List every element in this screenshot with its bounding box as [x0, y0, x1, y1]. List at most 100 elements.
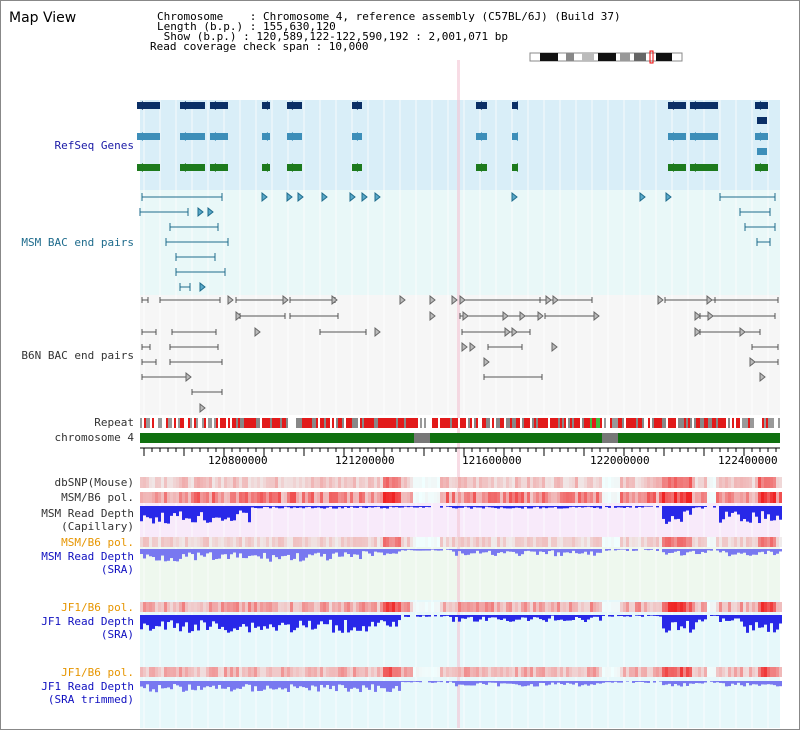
- heat-cell: [758, 537, 761, 547]
- heat-cell: [308, 537, 311, 547]
- heat-cell: [650, 602, 653, 612]
- heat-cell: [608, 492, 611, 503]
- depth-bar: [284, 506, 287, 507]
- depth-bar: [251, 615, 254, 623]
- depth-bar: [716, 549, 719, 551]
- depth-bar: [587, 615, 590, 620]
- depth-bar: [407, 681, 410, 683]
- heat-cell: [632, 477, 635, 488]
- heat-cell: [458, 537, 461, 547]
- heat-cell: [245, 477, 248, 488]
- depth-bar: [359, 681, 362, 693]
- depth-bar: [746, 681, 749, 684]
- repeat-segment: [632, 418, 634, 428]
- heat-cell: [560, 537, 563, 547]
- depth-bar: [140, 681, 143, 687]
- depth-bar: [614, 681, 617, 682]
- heat-cell: [455, 492, 458, 503]
- heat-cell: [323, 492, 326, 503]
- heat-cell: [749, 602, 752, 612]
- depth-bar: [368, 506, 371, 508]
- heat-cell: [743, 602, 746, 612]
- depth-bar: [143, 681, 146, 689]
- depth-bar: [530, 615, 533, 620]
- heat-cell: [776, 537, 779, 547]
- depth-bar: [266, 681, 269, 686]
- depth-bar: [440, 681, 443, 683]
- repeat-segment: [682, 418, 684, 428]
- heat-cell: [713, 667, 716, 677]
- jf1-read-depth-sra-label-1: JF1 Read Depth: [41, 615, 134, 628]
- heat-cell: [638, 602, 641, 612]
- depth-bar: [638, 681, 641, 682]
- heat-cell: [281, 667, 284, 677]
- heat-cell: [449, 602, 452, 612]
- depth-bar: [404, 506, 407, 507]
- depth-bar: [164, 549, 167, 562]
- heat-cell: [554, 492, 557, 503]
- heat-cell: [458, 667, 461, 677]
- depth-bar: [323, 549, 326, 554]
- repeat-segment: [716, 418, 718, 428]
- heat-cell: [290, 667, 293, 677]
- heat-cell: [665, 492, 668, 503]
- depth-bar: [701, 506, 704, 509]
- repeat-segment: [578, 418, 580, 428]
- heat-cell: [443, 667, 446, 677]
- heat-cell: [581, 667, 584, 677]
- repeat-segment: [302, 418, 304, 428]
- depth-bar: [734, 506, 737, 512]
- gene-arrow: [262, 101, 268, 110]
- repeat-segment: [592, 418, 594, 428]
- heat-cell: [536, 492, 539, 503]
- depth-bar: [221, 506, 224, 521]
- heat-cell: [356, 602, 359, 612]
- heat-cell: [458, 492, 461, 503]
- depth-bar: [272, 681, 275, 690]
- depth-bar: [509, 681, 512, 684]
- heat-cell: [647, 667, 650, 677]
- heat-cell: [419, 537, 422, 547]
- heat-cell: [644, 537, 647, 547]
- heat-cell: [257, 492, 260, 503]
- axis-tick-label: 122000000: [590, 454, 650, 467]
- heat-cell: [698, 602, 701, 612]
- b6n-bac-end-pairs-track: [141, 294, 779, 414]
- repeat-segment: [628, 418, 630, 428]
- depth-bar: [215, 615, 218, 624]
- heat-cell: [215, 477, 218, 488]
- bac-end-marker: [694, 310, 701, 322]
- heat-cell: [233, 492, 236, 503]
- heat-cell: [473, 477, 476, 488]
- heat-cell: [152, 602, 155, 612]
- depth-bar: [605, 549, 608, 551]
- depth-bar: [173, 506, 176, 514]
- depth-bar: [260, 506, 263, 509]
- heat-cell: [686, 492, 689, 503]
- heat-cell: [380, 492, 383, 503]
- heat-cell: [170, 602, 173, 612]
- heat-cell: [650, 667, 653, 677]
- heat-cell: [755, 602, 758, 612]
- depth-bar: [623, 615, 626, 617]
- gene-block: [287, 164, 302, 171]
- depth-bar: [308, 506, 311, 507]
- heat-cell: [302, 492, 305, 503]
- depth-bar: [377, 549, 380, 553]
- heat-cell: [719, 667, 722, 677]
- heat-cell: [185, 492, 188, 503]
- highlight-column: [457, 60, 460, 728]
- repeat-segment: [684, 418, 686, 428]
- depth-bar: [257, 549, 260, 557]
- heat-cell: [617, 667, 620, 677]
- depth-bar: [230, 615, 233, 632]
- chromosome-ideogram[interactable]: [529, 50, 683, 64]
- heat-cell: [209, 477, 212, 488]
- depth-bar: [434, 615, 437, 617]
- heat-cell: [329, 477, 332, 488]
- heat-cell: [368, 492, 371, 503]
- repeat-segment: [448, 418, 450, 428]
- depth-bar: [287, 615, 290, 625]
- gene-arrow: [476, 132, 482, 141]
